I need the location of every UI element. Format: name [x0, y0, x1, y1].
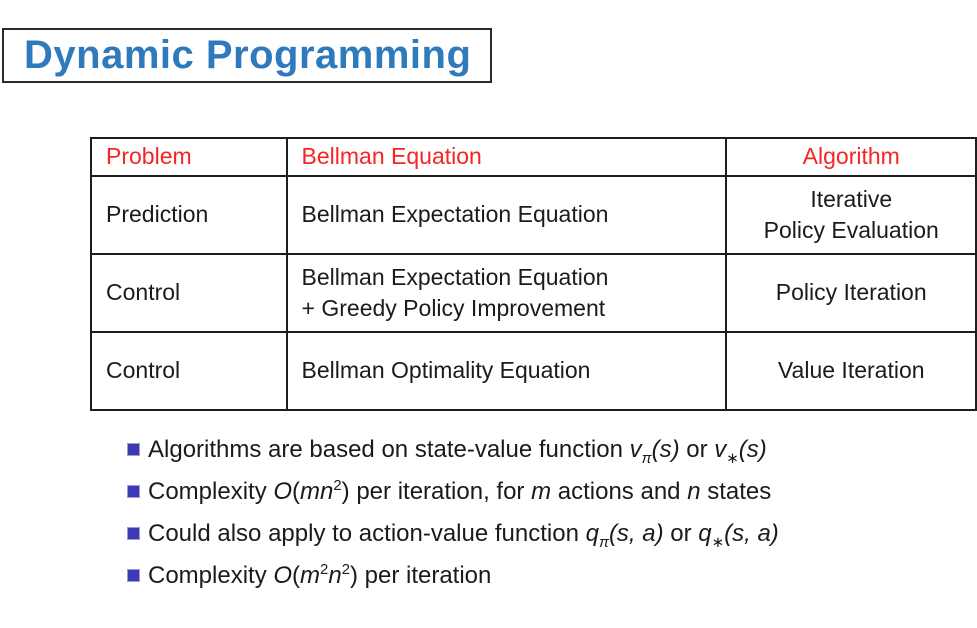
- table-header-algorithm: Algorithm: [725, 137, 977, 177]
- bullet-square-icon: [127, 443, 140, 456]
- table-cell: Bellman Expectation Equation: [285, 175, 728, 255]
- table-header-problem: Problem: [90, 137, 288, 177]
- table-cell: Control: [90, 331, 288, 411]
- table-header-bellman-equation: Bellman Equation: [285, 137, 728, 177]
- bullet-square-icon: [127, 485, 140, 498]
- bullet-text: Could also apply to action-value functio…: [148, 520, 779, 551]
- bullet-list: Algorithms are based on state-value func…: [127, 436, 779, 604]
- table-row: Control Bellman Optimality Equation Valu…: [90, 331, 977, 411]
- bullet-square-icon: [127, 527, 140, 540]
- dp-summary-table: Problem Bellman Equation Algorithm Predi…: [90, 137, 977, 411]
- list-item: Algorithms are based on state-value func…: [127, 436, 779, 467]
- table-cell: Control: [90, 253, 288, 333]
- table-cell: Prediction: [90, 175, 288, 255]
- page-title: Dynamic Programming: [24, 33, 472, 77]
- slide-title-box: Dynamic Programming: [2, 28, 492, 83]
- bullet-square-icon: [127, 569, 140, 582]
- list-item: Complexity O(mn2) per iteration, for m a…: [127, 478, 779, 506]
- bullet-text: Algorithms are based on state-value func…: [148, 436, 767, 467]
- table-row: Prediction Bellman Expectation Equation …: [90, 175, 977, 255]
- table-row: Control Bellman Expectation Equation + G…: [90, 253, 977, 333]
- table-cell: Bellman Expectation Equation + Greedy Po…: [285, 253, 728, 333]
- table-cell: Bellman Optimality Equation: [285, 331, 728, 411]
- table-cell: Value Iteration: [725, 331, 977, 411]
- list-item: Could also apply to action-value functio…: [127, 520, 779, 551]
- list-item: Complexity O(m2n2) per iteration: [127, 562, 779, 590]
- bullet-text: Complexity O(m2n2) per iteration: [148, 562, 492, 589]
- table-cell: Policy Iteration: [725, 253, 977, 333]
- table-cell: Iterative Policy Evaluation: [725, 175, 977, 255]
- table-header-row: Problem Bellman Equation Algorithm: [90, 137, 977, 177]
- bullet-text: Complexity O(mn2) per iteration, for m a…: [148, 478, 772, 505]
